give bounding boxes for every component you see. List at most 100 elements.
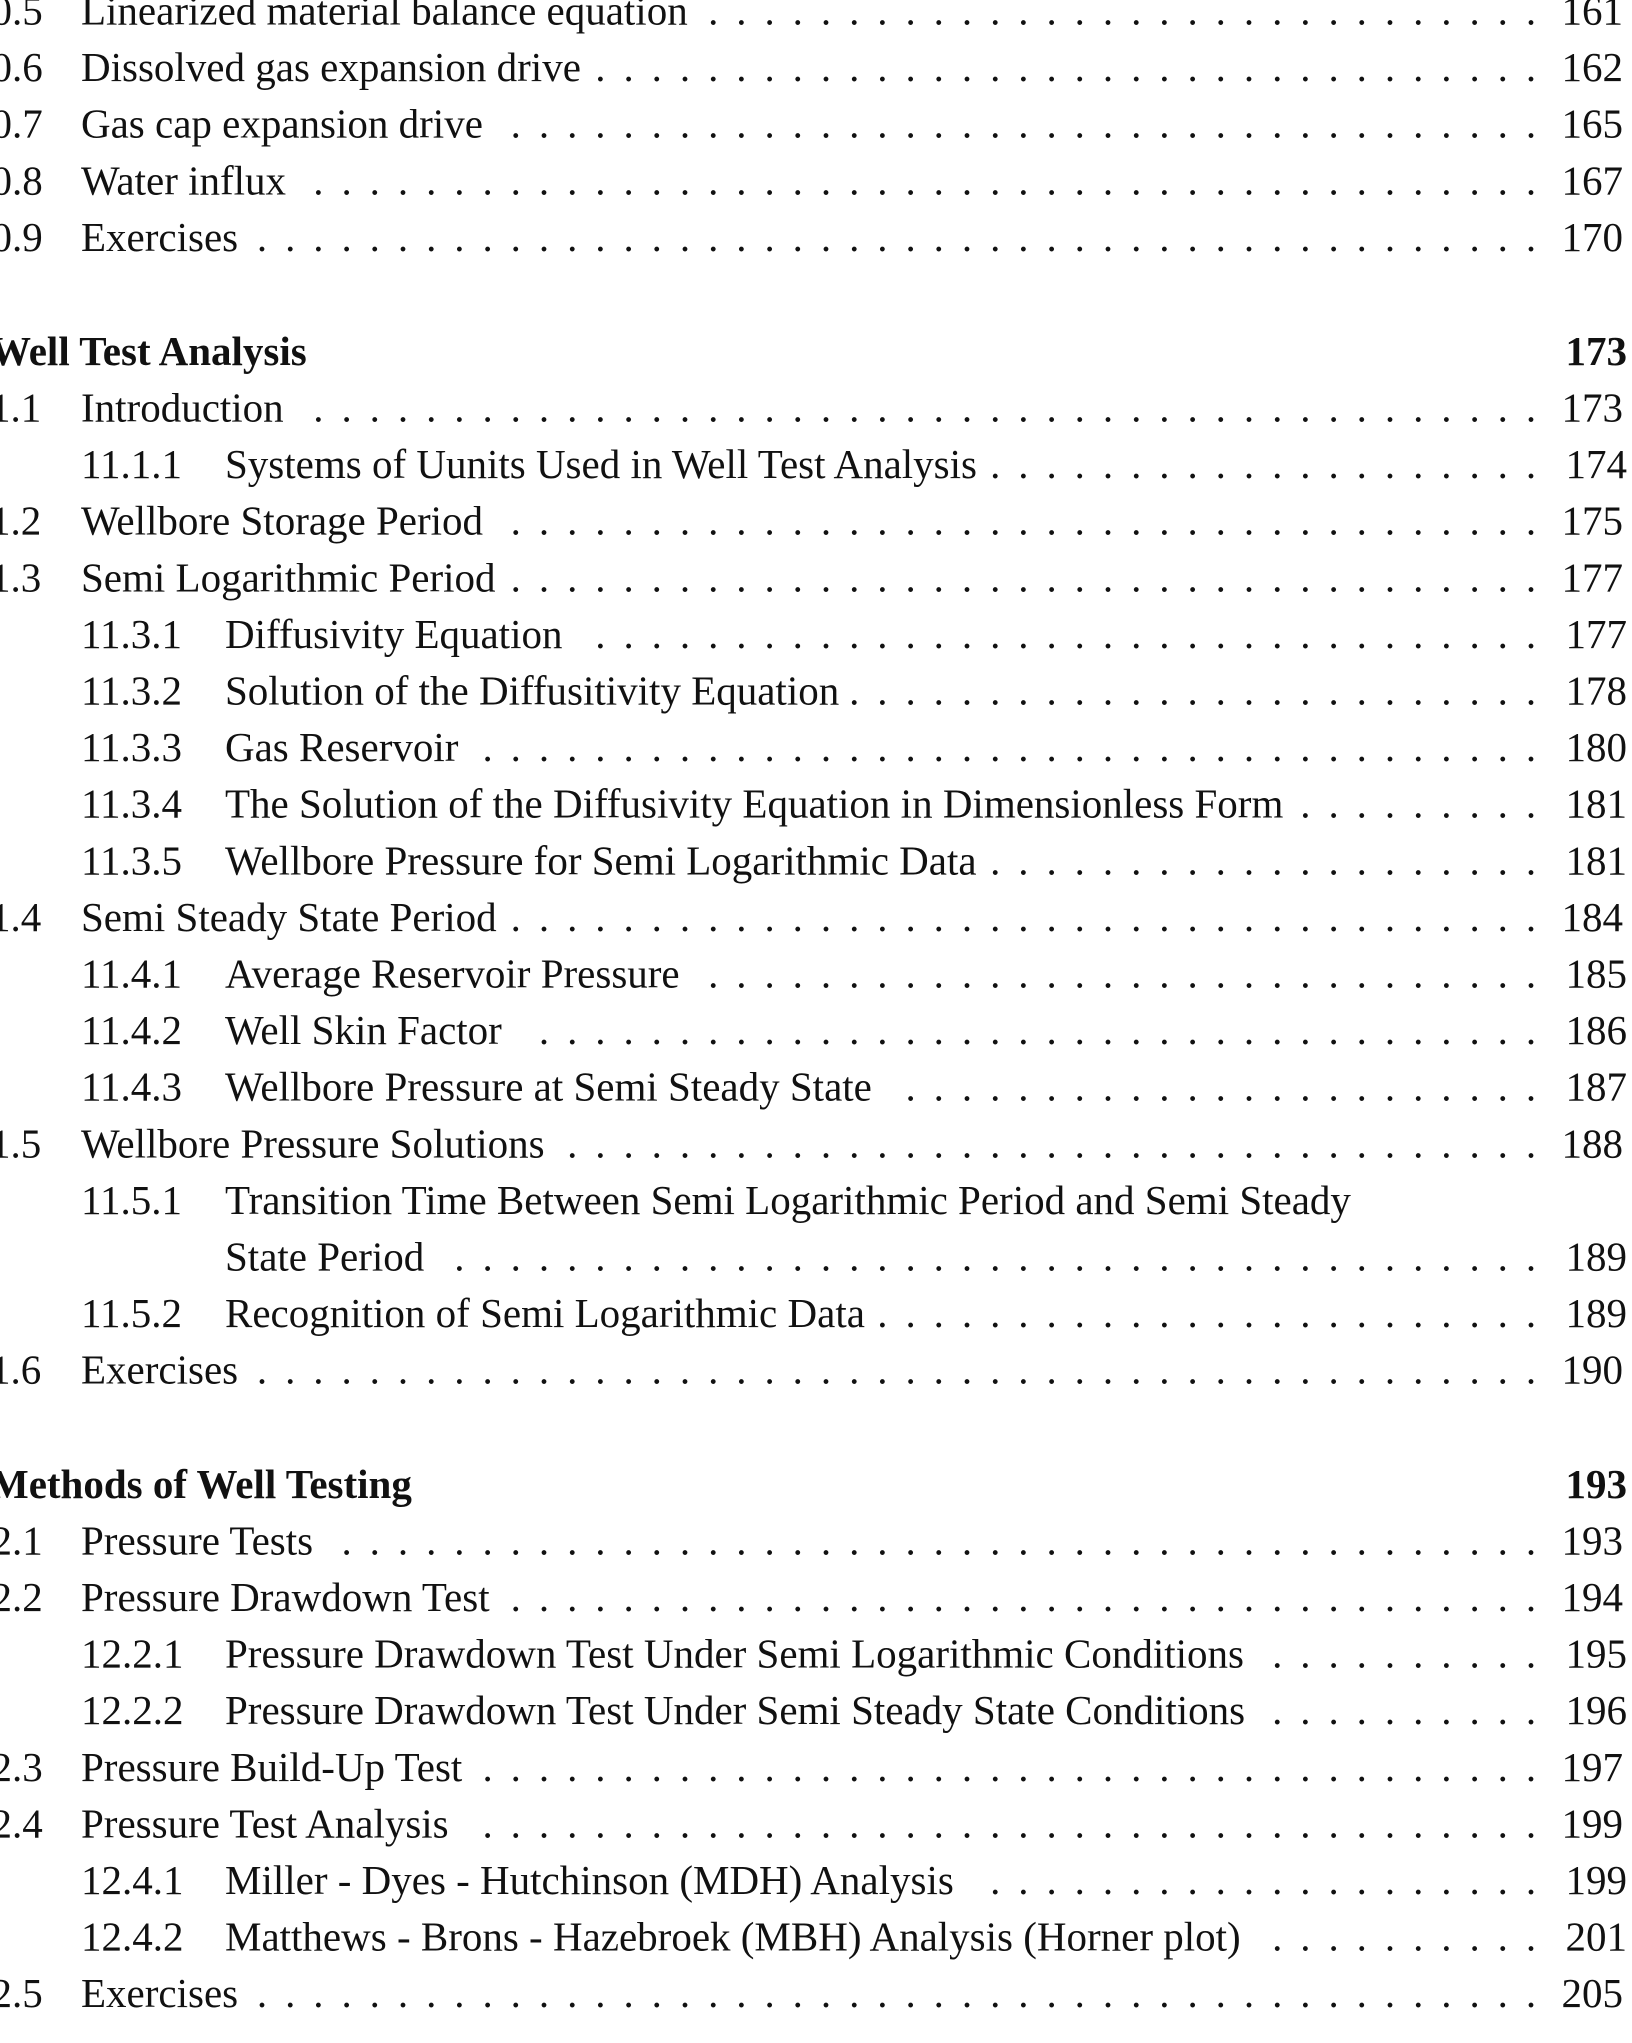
section-title: Semi Logarithmic Period [81,554,495,600]
leader-dot: . [1441,894,1451,940]
leader-dot: . [1244,1744,1254,1790]
leader-dot: . [990,1800,1000,1846]
leader-dot: . [708,554,718,600]
leader-dot: . [623,101,633,147]
leader-dot: . [1075,611,1085,657]
leader-dot: . [1441,781,1451,827]
leader-dot: . [1469,44,1479,90]
leader-dot: . [962,1120,972,1166]
leader-dot: . [1244,724,1254,770]
leader-dot: . [1526,101,1536,147]
leader-dot: . [990,1574,1000,1620]
leader-dot: . [1469,1914,1479,1960]
section-title: Pressure Tests [81,1517,313,1563]
leader-dot: . [454,1517,464,1563]
leader-dot: . [1469,1347,1479,1393]
leader-dot: . [1498,1914,1508,1960]
subsection-page: 174 [1566,441,1628,487]
subsection-number: 12.4.1 [81,1857,184,1903]
leader-dot: . [1159,0,1169,33]
leader-dot: . [708,157,718,203]
leader-dot: . [1075,44,1085,90]
leader-dot: . [680,44,690,90]
leader-dot: . [1357,1631,1367,1677]
leader-dot: . [1357,1007,1367,1053]
section-number: 11.1 [0,385,41,431]
leader-dot: . [1159,157,1169,203]
leader-dot: . [1216,157,1226,203]
leader-dot: . [849,611,859,657]
leader-dot: . [962,1744,972,1790]
leader-dot: . [793,0,803,33]
leader-dot: . [1159,44,1169,90]
leader-dot: . [990,498,1000,544]
leader-dot: . [1046,214,1056,260]
leader-dot: . [1357,1064,1367,1110]
leader-dot: . [1385,1857,1395,1903]
leader-dot: . [1159,1007,1169,1053]
leader-dot: . [1526,894,1536,940]
leader-dot: . [482,1970,492,2016]
leader-dot: . [1385,44,1395,90]
leader-dot: . [1216,101,1226,147]
leader-dot: . [962,1574,972,1620]
leader-dot: . [1300,1007,1310,1053]
leader-dot: . [1131,1234,1141,1280]
leader-dot: . [1357,1800,1367,1846]
leader-dot: . [1018,101,1028,147]
leader-dot: . [990,1857,1000,1903]
leader-dot: . [652,385,662,431]
leader-dot: . [934,554,944,600]
leader-dot: . [1244,1800,1254,1846]
subsection-title: Pressure Drawdown Test Under Semi Steady… [225,1687,1245,1733]
chapter-title: Methods of Well Testing [0,1461,412,1507]
leader-dot: . [1441,0,1451,33]
leader-dot: . [539,1234,549,1280]
leader-dot: . [793,498,803,544]
leader-dot: . [595,1007,605,1053]
leader-dot: . [736,1234,746,1280]
leader-dot: . [398,1970,408,2016]
leader-dot: . [1159,385,1169,431]
subsection-page: 181 [1566,781,1628,827]
leader-dot: . [1075,214,1085,260]
leader-dot: . [962,1517,972,1563]
leader-dot: . [1244,44,1254,90]
subsection-title: Gas Reservoir [225,724,459,770]
leader-dot: . [1131,724,1141,770]
subsection-title: Matthews - Brons - Hazebroek (MBH) Analy… [225,1914,1241,1960]
leader-dot: . [539,101,549,147]
leader-dot: . [539,385,549,431]
leader-dot: . [511,1517,521,1563]
leader-dot: . [1272,0,1282,33]
leader-dot: . [595,385,605,431]
leader-dot: . [1441,385,1451,431]
leader-dot: . [1526,1631,1536,1677]
leader-dot: . [1272,214,1282,260]
leader-dot: . [877,214,887,260]
section-page: 188 [1562,1120,1624,1166]
leader-dot: . [793,44,803,90]
leader-dot: . [934,157,944,203]
section-number: 12.1 [0,1517,43,1563]
leader-dot: . [1159,611,1169,657]
leader-dot: . [680,724,690,770]
leader-dot: . [341,157,351,203]
leader-dot: . [1272,1517,1282,1563]
leader-dot: . [1018,385,1028,431]
leader-dot: . [1385,498,1395,544]
leader-dot: . [990,441,1000,487]
leader-dot: . [708,1347,718,1393]
leader-dot: . [934,498,944,544]
leader-dot: . [1498,1290,1508,1336]
leader-dot: . [736,44,746,90]
leader-dot: . [1131,1064,1141,1110]
leader-dot: . [595,554,605,600]
leader-dot: . [934,1800,944,1846]
leader-dot: . [1075,1234,1085,1280]
leader-dot: . [1046,894,1056,940]
leader-dot: . [962,1234,972,1280]
leader-dot: . [1328,781,1338,827]
leader-dot: . [1300,157,1310,203]
subsection-page: 181 [1566,837,1628,883]
